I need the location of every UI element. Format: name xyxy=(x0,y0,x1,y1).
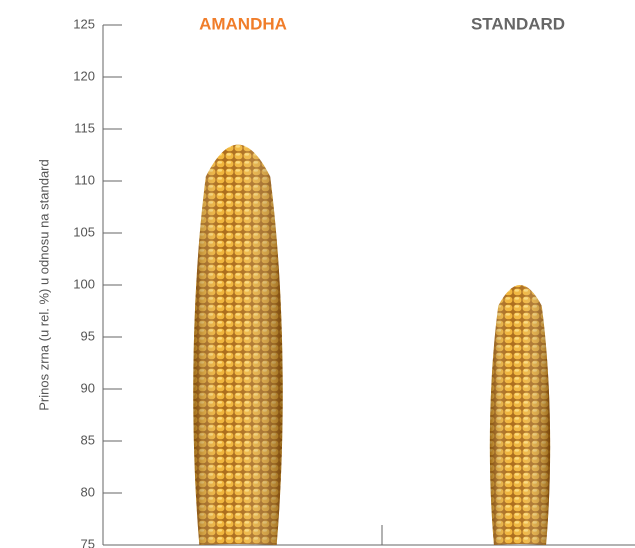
y-tick-label: 90 xyxy=(81,380,95,395)
y-tick-label: 75 xyxy=(81,536,95,548)
corn-cob xyxy=(489,285,551,545)
y-tick-label: 110 xyxy=(74,172,95,187)
y-tick-label: 80 xyxy=(81,484,95,499)
cob-shade xyxy=(489,285,551,545)
category-label: AMANDHA xyxy=(199,14,287,33)
y-axis-label: Prinos zrna (u rel. %) u odnosu na stand… xyxy=(36,159,51,410)
y-tick-label: 95 xyxy=(81,328,95,343)
y-tick-label: 85 xyxy=(81,432,95,447)
y-tick-label: 105 xyxy=(73,224,95,239)
y-tick-label: 120 xyxy=(73,68,95,83)
y-tick-label: 125 xyxy=(73,16,95,31)
corn-cob xyxy=(193,144,283,545)
category-label: STANDARD xyxy=(471,14,565,33)
cob-shade xyxy=(193,144,283,545)
y-tick-label: 100 xyxy=(73,276,95,291)
y-tick-label: 115 xyxy=(74,120,95,135)
